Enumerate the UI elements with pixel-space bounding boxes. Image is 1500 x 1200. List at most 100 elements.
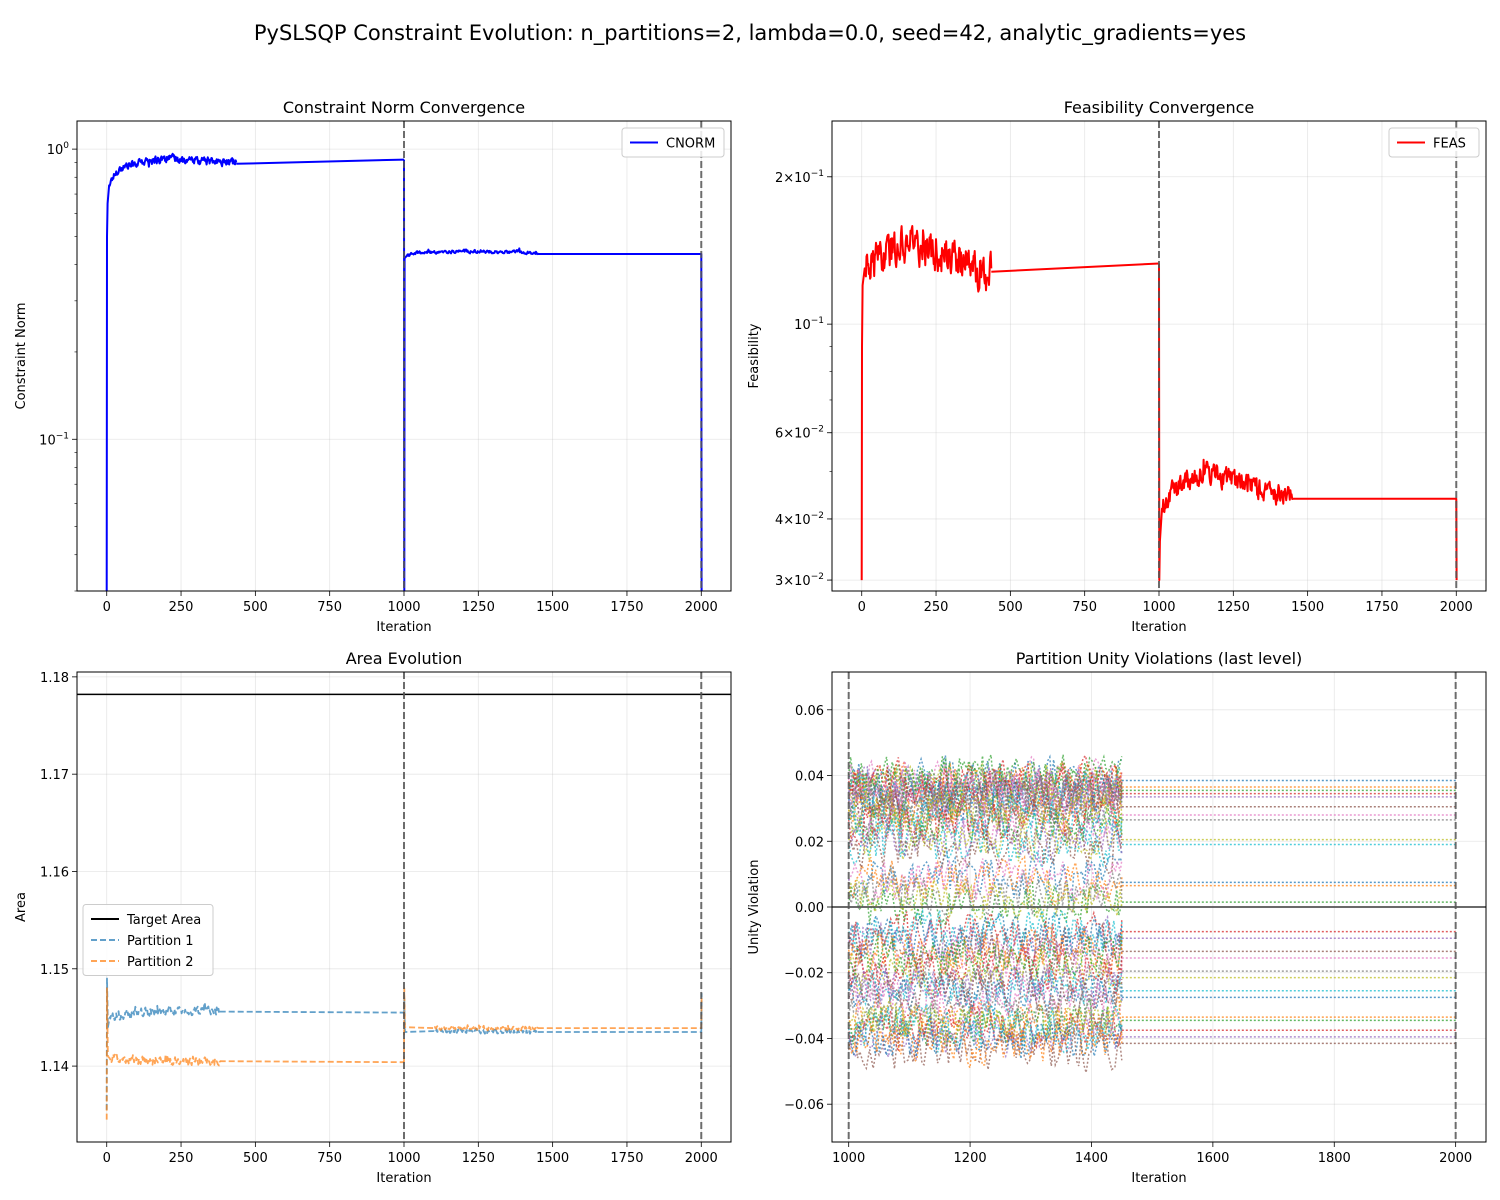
y-tick-label: 10−1 [794,316,824,333]
y-tick-label: 4×10−2 [775,511,824,528]
x-tick-label: 1400 [1075,1151,1108,1166]
y-axis-label: Unity Violation [747,860,762,955]
axes-frame [76,671,732,1143]
unity-trace-active [848,757,1123,809]
y-tick-label: 0.02 [795,835,824,850]
unity-trace-active [848,908,1123,958]
unity-trace-active [848,996,1123,1051]
panel-constraint-norm: Constraint Norm Convergence 0 250 500 750 100… [14,98,732,635]
y-tick-label: 0.06 [795,704,824,719]
series-line-feas [991,262,1160,273]
series-line-partition-1 [537,993,703,1033]
unity-trace-active [847,943,1123,996]
series-line-partition-1 [403,997,539,1035]
x-tick-label: 1500 [536,1151,569,1166]
y-tick-label: 6×10−2 [775,425,824,442]
unity-trace-active [847,1008,1123,1061]
x-tick-label: 2000 [1439,1151,1472,1166]
x-tick-label: 1500 [536,600,569,615]
x-tick-label: 1000 [1142,600,1175,615]
series-line-partition-2 [105,987,221,1120]
y-tick-label: −0.02 [784,967,824,982]
unity-trace-active [847,1017,1123,1071]
y-tick-label: 1.18 [40,671,69,686]
y-axis-label: Feasibility [747,323,762,388]
x-axis-label: Iteration [1131,1171,1186,1186]
x-tick-label: 750 [317,1151,342,1166]
x-tick-label: 250 [924,600,949,615]
y-tick-label: 2×10−1 [775,169,824,186]
x-tick-label: 250 [169,1151,194,1166]
y-tick-label: 0.04 [795,770,824,785]
unity-trace-active [847,774,1123,826]
x-tick-label: 1750 [610,1151,643,1166]
panel-title: Partition Unity Violations (last level) [1016,649,1303,668]
panel-feasibility: Feasibility Convergence 0 250 500 750 1000 125… [747,98,1487,635]
legend-label: CNORM [666,137,715,152]
unity-trace-active [847,973,1123,1023]
x-tick-label: 2000 [685,600,718,615]
unity-trace-active [847,824,1123,875]
unity-trace-active [847,790,1123,840]
unity-trace-active [848,911,1123,963]
unity-trace-active [848,966,1123,1016]
y-tick-label: 1.16 [40,865,69,880]
x-tick-label: 1250 [1217,600,1250,615]
unity-trace-active [848,1013,1123,1060]
legend-label: Partition 2 [127,955,194,970]
legend-box [82,904,214,976]
panel-title: Feasibility Convergence [1064,98,1255,117]
x-tick-label: 0 [103,600,111,615]
legend-box [621,127,725,158]
legend: Target Area Partition 1 Partition 2 [82,904,214,976]
y-tick-label: 10−1 [39,431,69,448]
series-line-cnorm [403,159,539,591]
series-line-partition-1 [105,977,221,1110]
series-line-partition-2 [403,987,539,1063]
plot-area [77,672,731,1142]
x-tick-label: 1000 [387,600,420,615]
y-tick-label: 1.15 [40,963,69,978]
unity-trace-active [847,910,1123,958]
y-tick-label: 0.00 [795,901,824,916]
unity-trace-active [847,1028,1123,1073]
x-tick-label: 750 [1072,600,1097,615]
x-tick-label: 250 [169,600,194,615]
legend-label: Target Area [126,913,201,928]
unity-trace-active [847,947,1123,999]
figure-title: PySLSQP Constraint Evolution: n_partitio… [254,21,1246,46]
y-axis-label: Area [14,892,29,922]
x-tick-label: 1750 [1365,600,1398,615]
series-line-cnorm [236,158,405,165]
unity-trace-active [848,995,1123,1045]
x-axis-label: Iteration [1131,620,1186,635]
x-axis-label: Iteration [376,1171,431,1186]
unity-trace-active [847,760,1123,809]
plot-area [832,672,1486,1142]
legend: FEAS [1388,127,1480,158]
unity-trace-active [847,767,1123,814]
legend-label: FEAS [1433,137,1466,152]
unity-trace-active [847,877,1123,921]
legend: CNORM [621,127,725,158]
series-line-partition-1 [219,1010,405,1014]
unity-trace-active [848,855,1123,904]
series-line-cnorm [537,253,703,591]
x-tick-label: 1500 [1291,600,1324,615]
series-line-feas [860,225,993,581]
series-line-partition-2 [219,1060,405,1064]
y-tick-label: 3×10−2 [775,572,824,589]
x-tick-label: 750 [317,600,342,615]
x-tick-label: 1000 [832,1151,865,1166]
plot-area [105,121,703,591]
panel-title: Constraint Norm Convergence [283,98,525,117]
x-tick-label: 1200 [954,1151,987,1166]
unity-trace-active [847,774,1123,829]
panel-area: Area Evolution 0 250 500 750 1000 1250 1500 1750… [14,649,732,1186]
series-line-cnorm [105,152,238,591]
unity-trace-active [847,754,1123,808]
axes-frame [76,120,732,592]
y-tick-label: 1.17 [40,768,69,783]
x-tick-label: 0 [858,600,866,615]
plot-area [860,121,1458,591]
